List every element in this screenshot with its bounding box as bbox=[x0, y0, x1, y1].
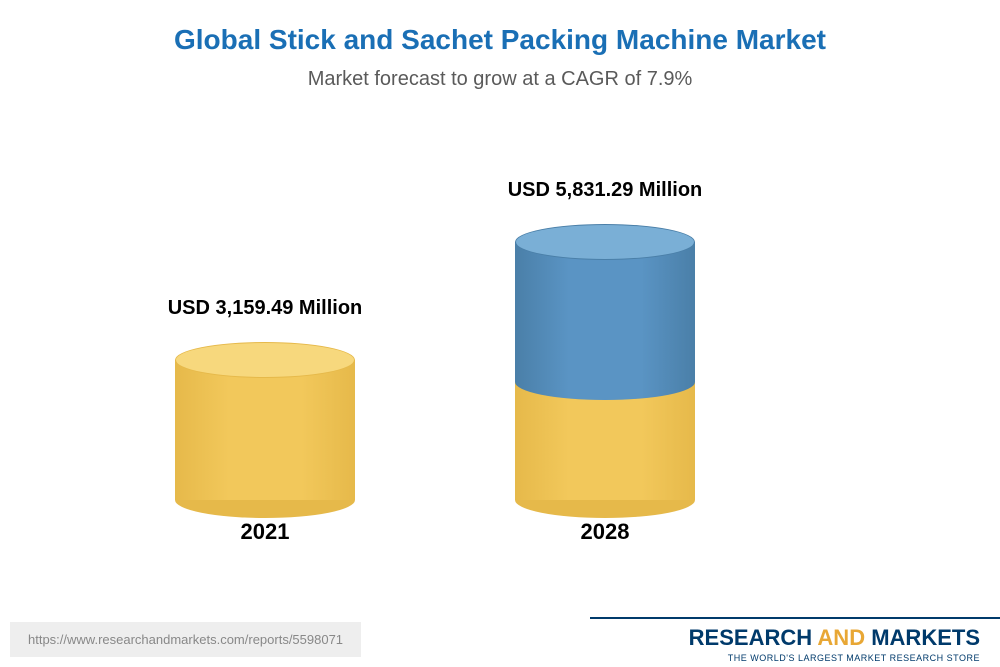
chart-title: Global Stick and Sachet Packing Machine … bbox=[0, 0, 1000, 56]
footer: https://www.researchandmarkets.com/repor… bbox=[0, 612, 1000, 667]
logo-tagline: THE WORLD'S LARGEST MARKET RESEARCH STOR… bbox=[590, 653, 980, 663]
year-label-2021: 2021 bbox=[150, 519, 380, 545]
logo-word-markets: MARKETS bbox=[871, 625, 980, 650]
chart-area: USD 3,159.49 Million 2021 USD 5,831.29 M… bbox=[0, 120, 1000, 550]
source-url: https://www.researchandmarkets.com/repor… bbox=[10, 622, 361, 657]
cyl-top-ellipse bbox=[175, 342, 355, 378]
cylinder-2028 bbox=[515, 242, 695, 500]
cyl-top-ellipse bbox=[515, 224, 695, 260]
logo-word-and: AND bbox=[817, 625, 865, 650]
logo-area: RESEARCH AND MARKETS THE WORLD'S LARGEST… bbox=[590, 617, 1000, 663]
infographic-container: Global Stick and Sachet Packing Machine … bbox=[0, 0, 1000, 667]
logo-word-research: RESEARCH bbox=[689, 625, 812, 650]
cylinder-2021 bbox=[175, 360, 355, 500]
chart-subtitle: Market forecast to grow at a CAGR of 7.9… bbox=[0, 68, 1000, 91]
cyl-upper-body bbox=[515, 242, 695, 382]
logo-text: RESEARCH AND MARKETS bbox=[590, 625, 980, 651]
year-label-2028: 2028 bbox=[490, 519, 720, 545]
cyl-body bbox=[175, 360, 355, 500]
value-label-2028: USD 5,831.29 Million bbox=[490, 179, 720, 202]
value-label-2021: USD 3,159.49 Million bbox=[150, 297, 380, 320]
cyl-blue-bottom-ellipse bbox=[515, 364, 695, 400]
